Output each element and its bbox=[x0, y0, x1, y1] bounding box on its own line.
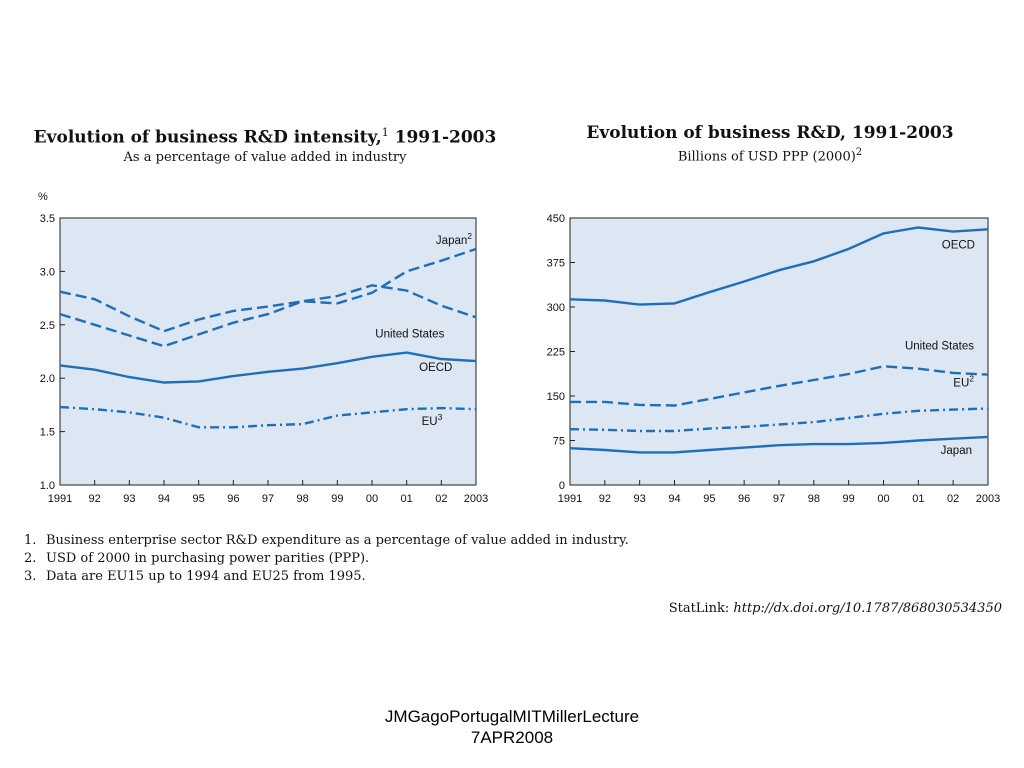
series-line-oecd bbox=[59, 351, 477, 384]
chart-right-title: Evolution of business R&D, 1991-2003 bbox=[530, 122, 1010, 144]
footnote-2: 2. USD of 2000 in purchasing power pariti… bbox=[24, 550, 1004, 568]
y-tick-label: 75 bbox=[553, 436, 565, 448]
x-tick-label: 93 bbox=[123, 493, 135, 505]
footnote-text: Business enterprise sector R&D expenditu… bbox=[46, 533, 629, 548]
chart-right-subtitle-text: Billions of USD PPP (2000) bbox=[677, 149, 856, 165]
x-tick-label: 02 bbox=[947, 493, 959, 505]
footnote-text: USD of 2000 in purchasing power parities… bbox=[46, 551, 370, 566]
x-tick-label: 1991 bbox=[48, 493, 72, 505]
y-tick-label: 2.0 bbox=[40, 373, 55, 385]
series-label-sup: 2 bbox=[467, 231, 472, 241]
series-label: Japan bbox=[941, 445, 972, 457]
x-tick-label: 99 bbox=[843, 493, 855, 505]
x-tick-label: 01 bbox=[401, 493, 413, 505]
chart-left-title-text: Evolution of business R&D intensity, bbox=[33, 127, 382, 148]
series-label-sup: 3 bbox=[438, 412, 443, 422]
chart-right-subtitle: Billions of USD PPP (2000)2 bbox=[530, 144, 1010, 166]
chart-left-plot: 1.0 1.5 2.0 2.5 3.0 3.5 1991 92 93 94 95 96 97 98 99 00… bbox=[38, 191, 488, 505]
x-tick-label: 92 bbox=[89, 493, 101, 505]
x-tick-label: 02 bbox=[435, 493, 447, 505]
y-tick-label: 1.5 bbox=[40, 427, 55, 439]
series-line-japan bbox=[59, 247, 477, 333]
chart-right-subtitle-sup: 2 bbox=[855, 147, 863, 158]
y-tick-label: 3.5 bbox=[40, 213, 55, 225]
x-tick-label: 99 bbox=[331, 493, 343, 505]
series-label: United States bbox=[905, 341, 974, 353]
x-tick-label: 00 bbox=[877, 493, 889, 505]
x-tick-label: 98 bbox=[297, 493, 309, 505]
x-tick-label: 00 bbox=[366, 493, 378, 505]
footnote-3: 3. Data are EU15 up to 1994 and EU25 from… bbox=[24, 568, 1004, 586]
chart-left-subtitle: As a percentage of value added in indust… bbox=[123, 149, 407, 165]
x-tick-label: 95 bbox=[193, 493, 205, 505]
slide-footer: JMGagoPortugalMITMillerLecture 7APR2008 bbox=[0, 706, 1024, 748]
series-label: EU3 bbox=[422, 412, 443, 428]
footnote-number: 1. bbox=[24, 533, 37, 548]
series-label: Japan2 bbox=[436, 231, 472, 247]
x-tick-label: 98 bbox=[808, 493, 820, 505]
series-line-eu bbox=[569, 407, 989, 433]
footnote-text: Data are EU15 up to 1994 and EU25 from 1… bbox=[46, 569, 366, 584]
x-tick-label: 1991 bbox=[558, 493, 582, 505]
series-label: OECD bbox=[419, 362, 452, 374]
statlink: StatLink: http://dx.doi.org/10.1787/8680… bbox=[669, 601, 1002, 616]
y-tick-label: 225 bbox=[547, 347, 565, 359]
x-tick-label: 97 bbox=[262, 493, 274, 505]
chart-left: Evolution of business R&D intensity,1 19… bbox=[20, 118, 510, 505]
series-label-sup: 2 bbox=[969, 373, 974, 383]
series-label: United States bbox=[375, 329, 444, 341]
y-tick-label: 1.0 bbox=[40, 480, 55, 492]
series-line-united-states bbox=[59, 284, 477, 348]
y-axis-label: % bbox=[38, 191, 48, 203]
footer-line-2: 7APR2008 bbox=[470, 728, 554, 747]
x-tick-label: 92 bbox=[599, 493, 611, 505]
footnote-number: 2. bbox=[24, 551, 37, 566]
chart-left-title: Evolution of business R&D intensity,1 19… bbox=[20, 122, 510, 149]
x-tick-label: 93 bbox=[634, 493, 646, 505]
series-label: OECD bbox=[942, 239, 975, 251]
footer-line-1: JMGagoPortugalMITMillerLecture bbox=[384, 707, 640, 726]
y-tick-label: 300 bbox=[547, 302, 565, 314]
chart-left-title-tail: 1991-2003 bbox=[388, 127, 497, 148]
y-tick-label: 450 bbox=[547, 213, 565, 225]
y-tick-label: 150 bbox=[547, 391, 565, 403]
footnote-number: 3. bbox=[24, 569, 37, 584]
statlink-url[interactable]: http://dx.doi.org/10.1787/868030534350 bbox=[733, 601, 1002, 616]
footnotes: 1. Business enterprise sector R&D expendi… bbox=[24, 532, 1004, 586]
y-tick-label: 375 bbox=[547, 258, 565, 270]
x-tick-label: 01 bbox=[912, 493, 924, 505]
footnote-1: 1. Business enterprise sector R&D expendi… bbox=[24, 532, 1004, 550]
series-line-united-states bbox=[570, 365, 989, 407]
chart-right-title-text: Evolution of business R&D, 1991-2003 bbox=[586, 123, 954, 143]
y-tick-label: 0 bbox=[559, 480, 565, 492]
x-tick-label: 2003 bbox=[976, 493, 1000, 505]
series-label: EU2 bbox=[953, 373, 974, 389]
x-tick-label: 96 bbox=[227, 493, 239, 505]
chart-left-title-sup: 1 bbox=[381, 126, 389, 139]
series-line-eu bbox=[59, 405, 477, 429]
y-tick-label: 3.0 bbox=[40, 266, 55, 278]
x-tick-label: 94 bbox=[158, 493, 170, 505]
chart-right: Evolution of business R&D, 1991-2003 Bil… bbox=[530, 118, 1010, 505]
plot-area bbox=[59, 217, 477, 486]
statlink-label: StatLink: bbox=[668, 601, 730, 616]
x-tick-label: 97 bbox=[773, 493, 785, 505]
y-tick-label: 2.5 bbox=[40, 320, 55, 332]
series-line-oecd bbox=[569, 226, 989, 306]
x-tick-label: 95 bbox=[703, 493, 715, 505]
series-line-japan bbox=[569, 435, 989, 454]
x-tick-label: 94 bbox=[668, 493, 680, 505]
x-tick-label: 2003 bbox=[464, 493, 488, 505]
chart-right-plot: 0 75 150 225 300 375 450 1991 92 93 94 95 96 97 98 99 00… bbox=[547, 213, 1001, 505]
x-tick-label: 96 bbox=[738, 493, 750, 505]
